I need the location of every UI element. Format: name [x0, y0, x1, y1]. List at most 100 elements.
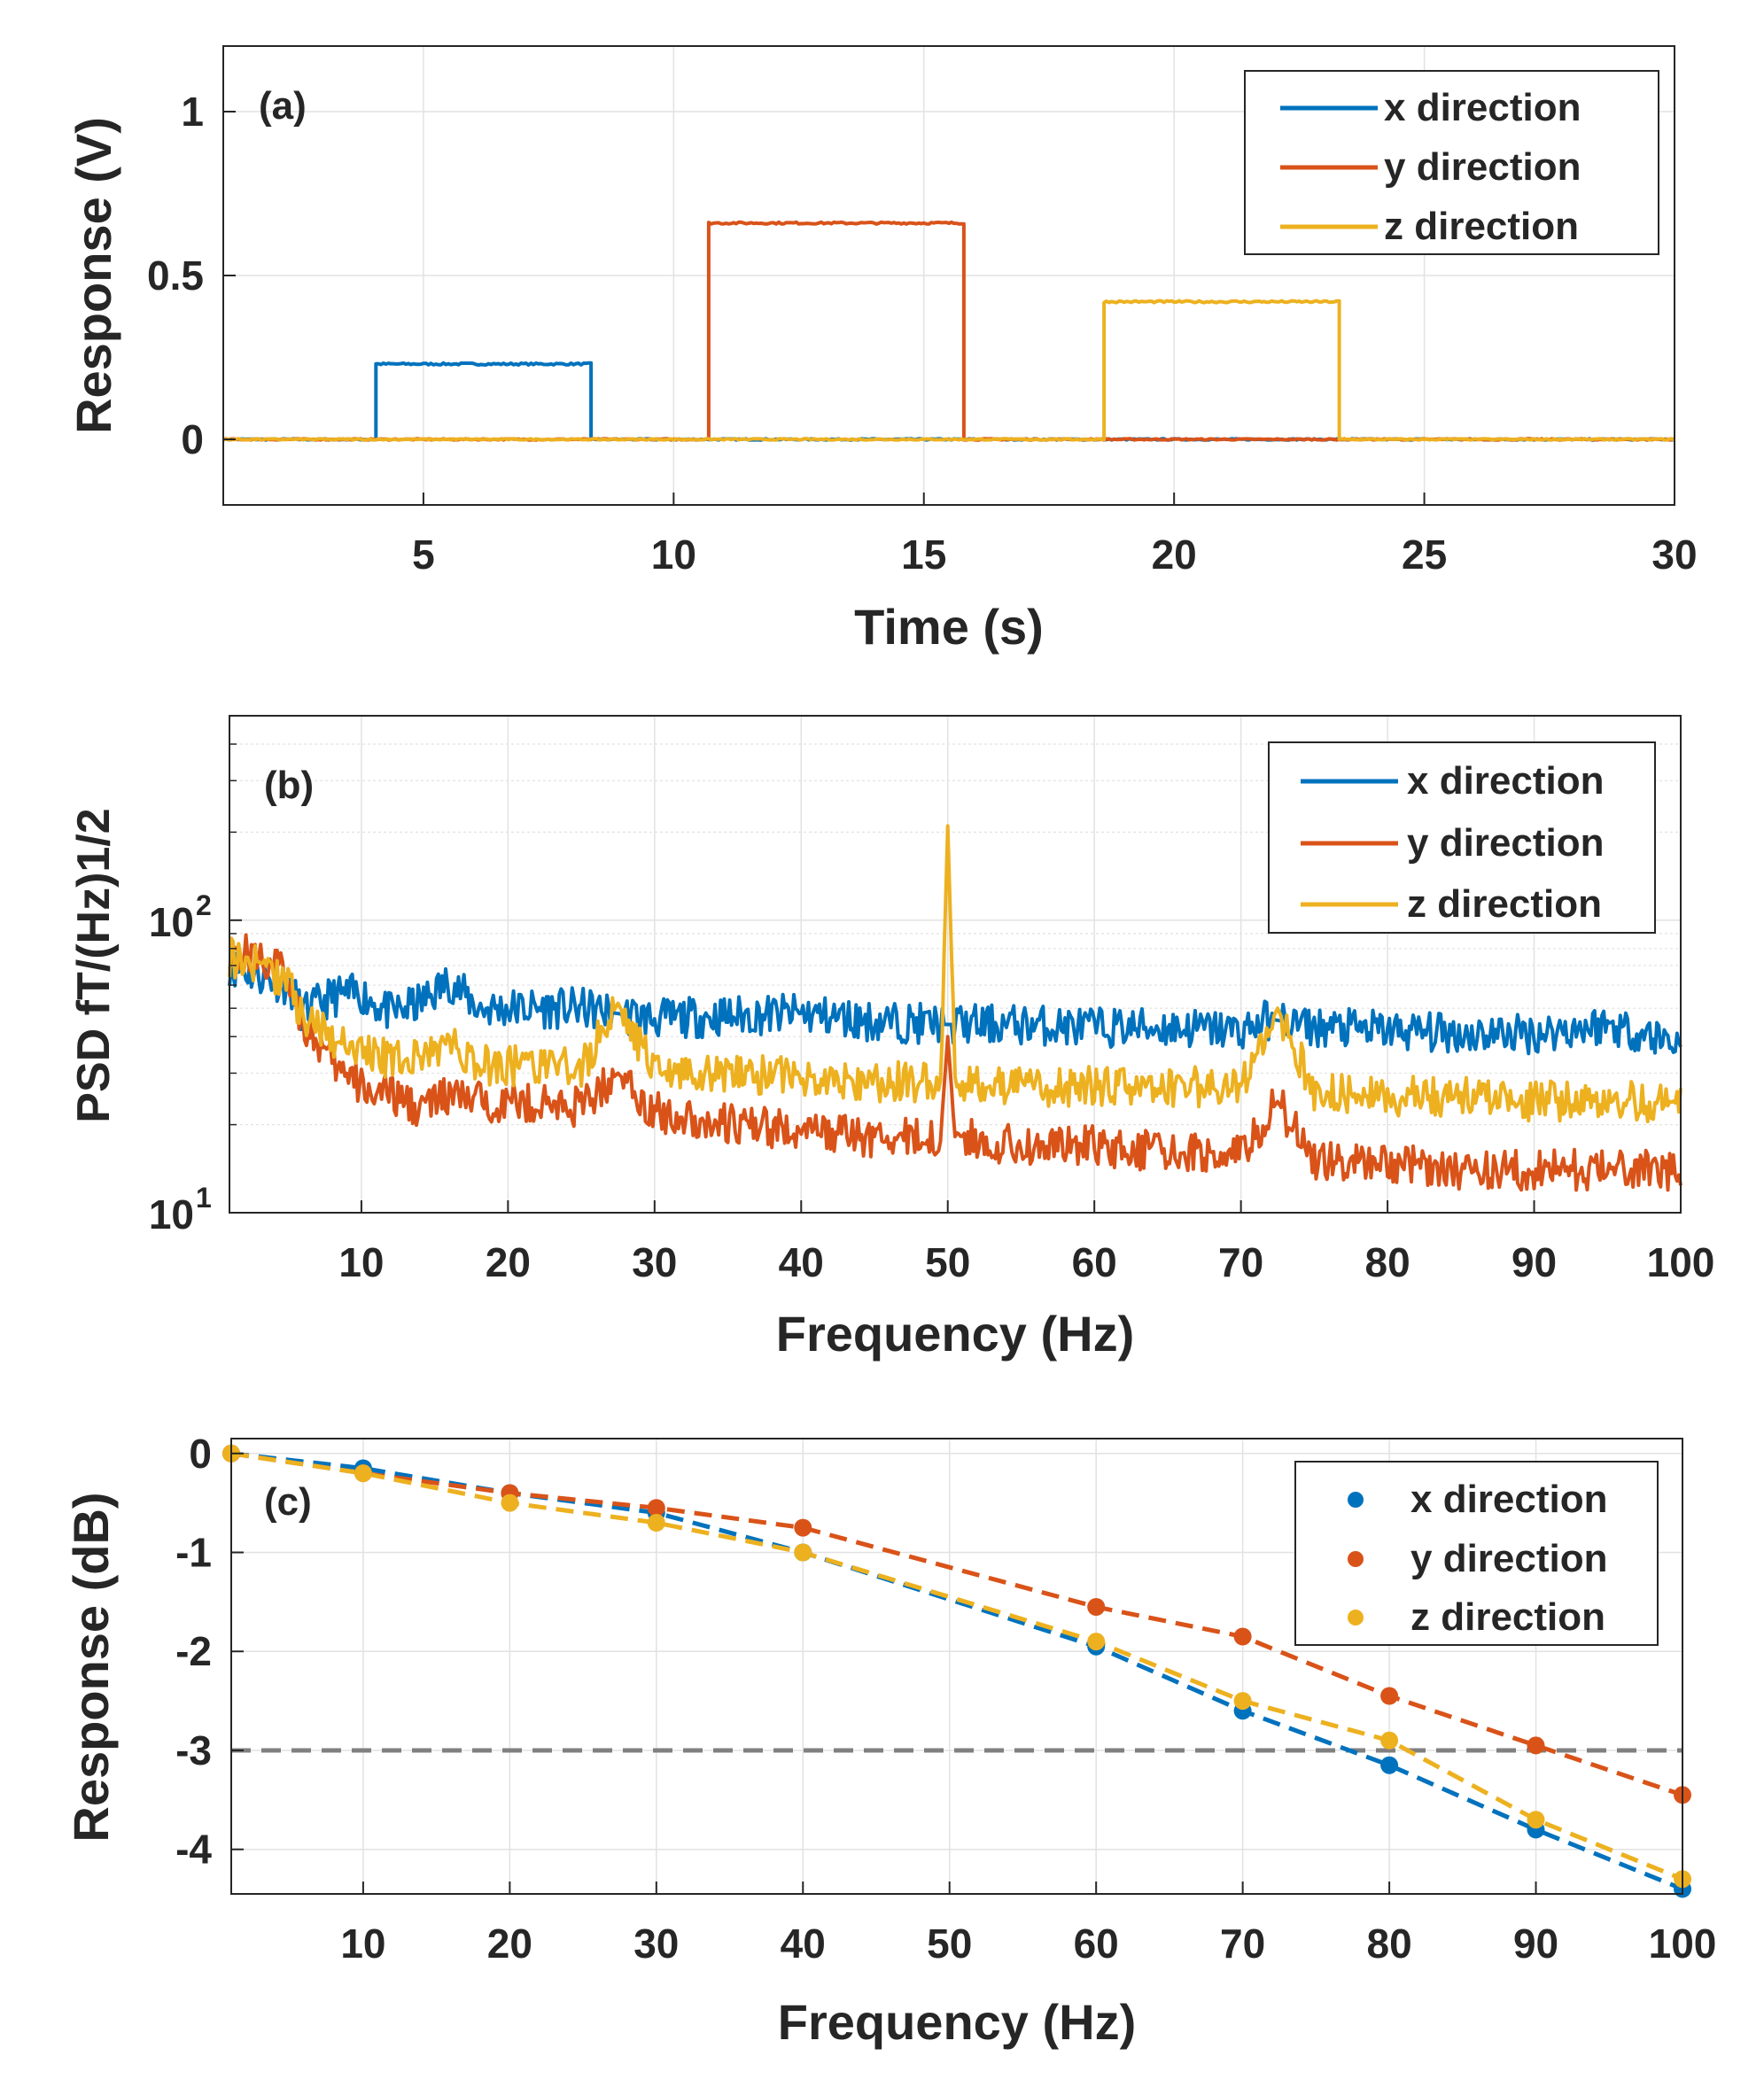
panel-a-x-axis-label: Time (s) — [854, 599, 1044, 655]
panel-c-x-ticks: 10 20 30 40 50 60 70 80 90 100 — [340, 1882, 1716, 1967]
panel-c-legend-marker-x — [1348, 1492, 1364, 1508]
panel-c-y-axis-label: Response (dB) — [63, 1492, 119, 1842]
panel-b-x-tick-label: 10 — [338, 1239, 384, 1285]
panel-c-y-tick-label: -2 — [175, 1628, 212, 1674]
panel-a-x-tick-label: 5 — [412, 532, 435, 578]
panel-c-legend: x direction y direction z direction — [1294, 1461, 1659, 1646]
panel-c-point-z — [794, 1543, 812, 1562]
panel-a: 5 10 15 20 25 30 00.51 (a) Time (s) Response … — [66, 45, 1698, 655]
panel-a-series-z — [222, 299, 1675, 442]
panel-a-legend-label-x: x direction — [1384, 86, 1581, 129]
panel-c-x-tick-label: 10 — [340, 1920, 385, 1967]
panel-b-x-tick-label: 40 — [779, 1239, 824, 1285]
panel-a-x-tick-label: 10 — [651, 532, 696, 578]
panel-b-y-axis-label: PSD fT/(Hz)1/2 — [68, 808, 120, 1122]
panel-c-plot-area — [222, 1444, 1691, 1898]
panel-a-y-axis-label: Response (V) — [66, 117, 121, 434]
panel-b-axes-box — [229, 715, 1682, 1214]
panel-a-x-tick-label: 15 — [901, 532, 946, 578]
panel-a-x-tick-label: 20 — [1152, 532, 1197, 578]
panel-b-label: (b) — [264, 764, 314, 807]
panel-c-x-tick-label: 100 — [1649, 1920, 1717, 1967]
panel-a-legend-box — [1244, 70, 1659, 255]
panel-b-x-tick-label: 20 — [486, 1239, 531, 1285]
panel-b-legend: x direction y direction z direction — [1268, 741, 1656, 934]
panel-a-x-tick-label: 25 — [1402, 532, 1447, 578]
panel-b-x-tick-label: 70 — [1218, 1239, 1263, 1285]
panel-b-y-tick-label: 10 — [149, 1191, 194, 1238]
panel-c-legend-label-z: z direction — [1410, 1595, 1605, 1639]
panel-c-legend-marker-z — [1348, 1610, 1364, 1626]
panel-b-y-tick-exponent: 2 — [196, 889, 212, 921]
panel-a-series-x — [222, 361, 1675, 442]
panel-b-legend-label-x: x direction — [1407, 759, 1605, 803]
panel-c-point-y — [1527, 1736, 1545, 1755]
panel-c-point-y — [647, 1499, 665, 1517]
panel-c-point-y — [1380, 1687, 1399, 1705]
panel-b-series-y — [228, 933, 1682, 1192]
panel-c-fit-z — [230, 1451, 1683, 1882]
panel-c-point-x — [1380, 1756, 1399, 1774]
panel-b-x-ticks: 10 20 30 40 50 60 70 80 90 100 — [338, 1200, 1714, 1285]
panel-a-x-ticks: 5 10 15 20 25 30 — [412, 493, 1698, 578]
panel-b-x-tick-label: 100 — [1647, 1239, 1715, 1285]
panel-c-legend-label-x: x direction — [1410, 1478, 1608, 1521]
panel-a-label: (a) — [259, 84, 307, 128]
panel-c-point-z — [1233, 1692, 1252, 1711]
panel-a-y-tick-label: 0 — [181, 416, 204, 462]
panel-a-y-ticks: 00.51 — [147, 89, 236, 462]
panel-c-x-tick-label: 30 — [633, 1920, 679, 1967]
panel-b-x-tick-label: 80 — [1365, 1239, 1410, 1285]
panel-c-y-tick-label: -1 — [175, 1530, 212, 1576]
panel-c-axes-box — [230, 1438, 1683, 1895]
panel-b-x-tick-label: 50 — [925, 1239, 970, 1285]
panel-c-point-z — [1380, 1731, 1399, 1750]
panel-c-x-tick-label: 20 — [487, 1920, 532, 1967]
panel-c-fit-y — [230, 1451, 1683, 1797]
panel-b-plot-area — [228, 824, 1682, 1192]
panel-c-point-z — [354, 1464, 372, 1483]
panel-a-legend-label-z: z direction — [1384, 205, 1579, 248]
panel-c-point-y — [1087, 1598, 1106, 1616]
panel-c-point-z — [647, 1514, 665, 1532]
panel-c-x-axis-label: Frequency (Hz) — [778, 1994, 1137, 2050]
panel-c-legend-label-y: y direction — [1410, 1537, 1608, 1580]
panel-b-legend-label-z: z direction — [1407, 882, 1602, 926]
panel-b-x-tick-label: 90 — [1511, 1239, 1557, 1285]
panel-c-legend-marker-y — [1348, 1551, 1364, 1567]
panel-a-y-tick-label: 0.5 — [147, 252, 204, 299]
panel-c-label: (c) — [264, 1480, 312, 1524]
panel-c-x-tick-label: 70 — [1220, 1920, 1265, 1967]
panel-c-y-tick-label: -4 — [175, 1827, 212, 1873]
panel-c-point-z — [501, 1494, 519, 1512]
panel-b-legend-box — [1268, 741, 1656, 934]
panel-c-point-z — [1527, 1811, 1545, 1829]
panel-b-x-axis-label: Frequency (Hz) — [776, 1306, 1135, 1362]
panel-c-x-tick-label: 90 — [1513, 1920, 1558, 1967]
panel-b-y-tick-exponent: 1 — [196, 1182, 212, 1214]
panel-a-plot-area — [222, 220, 1675, 442]
panel-b-x-tick-label: 30 — [632, 1239, 677, 1285]
panel-c-point-z — [1087, 1633, 1106, 1651]
panel-c-y-tick-label: 0 — [189, 1431, 212, 1477]
panel-c-point-y — [1233, 1627, 1252, 1646]
panel-b-y-tick-label: 10 — [149, 899, 194, 945]
panel-c-y-ticks: 0 -1 -2 -3 -4 — [175, 1431, 244, 1873]
panel-a-legend: x direction y direction z direction — [1244, 70, 1659, 255]
panel-c-x-tick-label: 50 — [927, 1920, 972, 1967]
panel-b-x-tick-label: 60 — [1072, 1239, 1117, 1285]
panel-c-y-tick-label: -3 — [175, 1727, 212, 1773]
panel-b-series-z — [228, 824, 1682, 1124]
panel-c-fit-x — [230, 1451, 1683, 1891]
panel-a-x-tick-label: 30 — [1651, 532, 1697, 578]
panel-c-x-tick-label: 40 — [781, 1920, 826, 1967]
panel-a-legend-label-y: y direction — [1384, 145, 1581, 189]
panel-b-legend-label-y: y direction — [1407, 821, 1605, 865]
panel-c-point-y — [794, 1518, 812, 1537]
panel-a-y-tick-label: 1 — [181, 89, 204, 135]
panel-c: 10 20 30 40 50 60 70 80 90 100 0 -1 -2 -3 -4 (c) Freq… — [63, 1431, 1716, 2050]
panel-c-x-tick-label: 60 — [1074, 1920, 1119, 1967]
